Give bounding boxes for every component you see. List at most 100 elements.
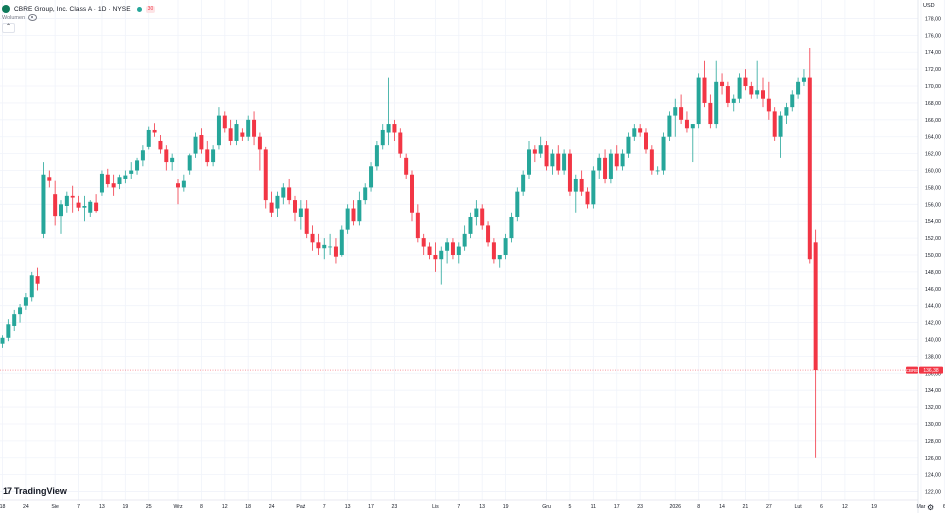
- candle-body: [158, 140, 163, 150]
- date-tick-label: 7: [77, 504, 80, 510]
- candle-body: [813, 242, 818, 371]
- date-tick-label: Gru: [542, 504, 551, 510]
- candle-body: [761, 90, 765, 99]
- price-tick-label: 172,00: [925, 67, 941, 73]
- header-badge[interactable]: 30: [145, 5, 156, 13]
- candle-body: [626, 136, 631, 154]
- price-tick-label: 168,00: [925, 101, 941, 107]
- candle-body: [35, 276, 40, 284]
- date-tick-label: 25: [146, 504, 152, 510]
- candle-body: [392, 124, 397, 133]
- price-tick-label: 130,00: [925, 422, 941, 428]
- candle-body: [287, 187, 292, 201]
- date-tick-label: 2026: [669, 504, 681, 510]
- date-tick-label: 5: [569, 504, 572, 510]
- candle-body: [439, 250, 444, 260]
- candle-body: [731, 98, 736, 103]
- candle-body: [486, 225, 491, 243]
- date-tick-label: 8: [697, 504, 700, 510]
- volume-label: Wolumen: [2, 14, 26, 21]
- price-tick-label: 152,00: [925, 236, 941, 242]
- price-tick-label: 138,00: [925, 354, 941, 360]
- symbol-tag-label: CBRE: [906, 368, 919, 373]
- candle-body: [333, 246, 338, 257]
- candle-body: [357, 200, 362, 222]
- eye-icon[interactable]: [28, 14, 38, 21]
- candle-body: [614, 153, 619, 167]
- candle-body: [12, 314, 17, 326]
- candle-body: [181, 180, 186, 188]
- candle-body: [415, 212, 420, 239]
- candle-body: [638, 128, 643, 133]
- candle-body: [714, 81, 719, 125]
- candle-body: [497, 255, 502, 260]
- date-tick-label: Paź: [296, 504, 305, 510]
- candle-body: [76, 202, 81, 208]
- candle-body: [421, 238, 426, 247]
- candle-body: [515, 191, 520, 217]
- candle-body: [690, 124, 695, 129]
- candle-body: [193, 136, 198, 154]
- price-tick-label: 124,00: [925, 473, 941, 479]
- candle-body: [351, 208, 356, 222]
- price-tick-label: 178,00: [925, 16, 941, 22]
- candle-body: [304, 208, 309, 234]
- price-tick-label: 126,00: [925, 456, 941, 462]
- date-tick-label: 19: [122, 504, 128, 510]
- candle-body: [199, 135, 204, 150]
- tradingview-logo[interactable]: 17 TradingView: [3, 486, 67, 496]
- price-tick-label: 164,00: [925, 135, 941, 141]
- price-tick-label: 150,00: [925, 253, 941, 259]
- date-tick-label: Sie: [51, 504, 59, 510]
- candle-body: [673, 107, 678, 116]
- candle-body: [281, 187, 286, 198]
- candle-body: [778, 115, 783, 137]
- date-tick-label: 24: [23, 504, 29, 510]
- date-tick-label: Wrz: [173, 504, 183, 510]
- price-tick-label: 166,00: [925, 118, 941, 124]
- candle-body: [591, 170, 596, 205]
- symbol-title: CBRE Group, Inc. Class A · 1D · NYSE: [14, 5, 131, 13]
- candle-body: [293, 200, 297, 213]
- candle-body: [655, 170, 660, 172]
- candle-body: [427, 246, 432, 255]
- candle-body: [228, 128, 233, 141]
- currency-label[interactable]: USD: [923, 3, 935, 9]
- candle-body: [18, 307, 23, 315]
- candle-body: [269, 202, 274, 213]
- candle-body: [784, 107, 789, 116]
- price-tick-label: 162,00: [925, 152, 941, 158]
- candle-body: [164, 149, 169, 163]
- candle-body: [23, 297, 28, 306]
- candle-body: [252, 119, 257, 137]
- candle-body: [328, 246, 333, 248]
- candle-body: [661, 136, 666, 171]
- candle-body: [41, 174, 46, 234]
- candle-body: [667, 115, 672, 137]
- date-tick-label: 11: [591, 504, 596, 510]
- price-tick-label: 132,00: [925, 405, 941, 411]
- candle-body: [386, 124, 391, 133]
- date-tick-label: Lut: [794, 504, 802, 510]
- price-tick-label: 154,00: [925, 219, 941, 225]
- candle-body: [410, 174, 414, 213]
- date-tick-label: 14: [719, 504, 725, 510]
- candle-body: [562, 153, 567, 171]
- volume-legend[interactable]: Wolumen: [2, 14, 38, 21]
- symbol-logo-icon: [2, 5, 10, 13]
- candle-body: [70, 195, 75, 198]
- candle-body: [53, 194, 58, 217]
- collapse-legend-button[interactable]: ⌃: [2, 23, 15, 33]
- candle-body: [211, 149, 216, 163]
- symbol-header[interactable]: CBRE Group, Inc. Class A · 1D · NYSE 30: [2, 3, 156, 15]
- candle-body: [720, 81, 725, 87]
- tradingview-wordmark: TradingView: [14, 486, 67, 496]
- date-tick-label: 24: [269, 504, 275, 510]
- candle-body: [597, 157, 602, 171]
- gear-icon[interactable]: ⚙: [927, 503, 935, 512]
- date-tick-label: 17: [368, 504, 374, 510]
- price-tick-label: 146,00: [925, 287, 941, 293]
- candle-body: [521, 174, 526, 192]
- candle-body: [59, 204, 63, 217]
